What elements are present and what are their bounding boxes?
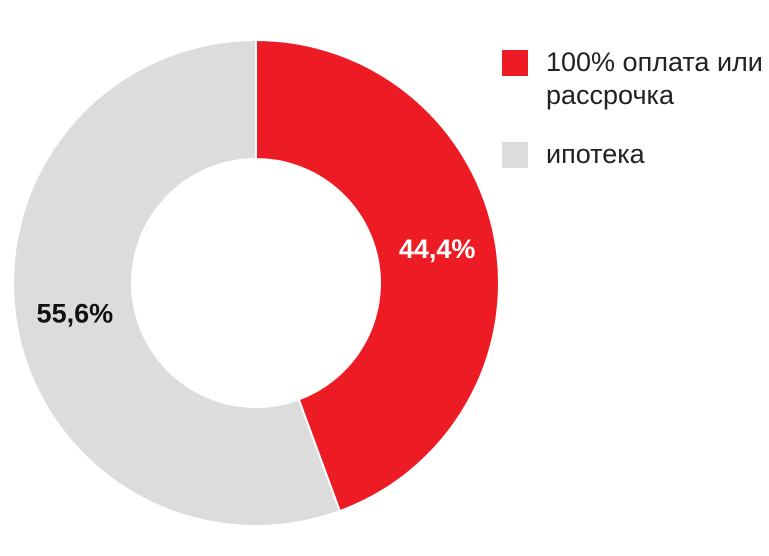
data-label: 44,4%: [399, 234, 476, 264]
legend-item: 100% оплата или рассрочка: [502, 46, 767, 112]
legend: 100% оплата или рассрочка ипотека: [502, 46, 767, 197]
legend-label: 100% оплата или рассрочка: [546, 47, 763, 110]
legend-label: ипотека: [546, 139, 645, 169]
legend-swatch: [502, 50, 528, 76]
legend-item: ипотека: [502, 138, 767, 171]
donut-segment: [12, 38, 342, 527]
data-label: 55,6%: [37, 298, 114, 328]
legend-swatch: [502, 142, 528, 168]
donut-segment: [255, 38, 500, 513]
